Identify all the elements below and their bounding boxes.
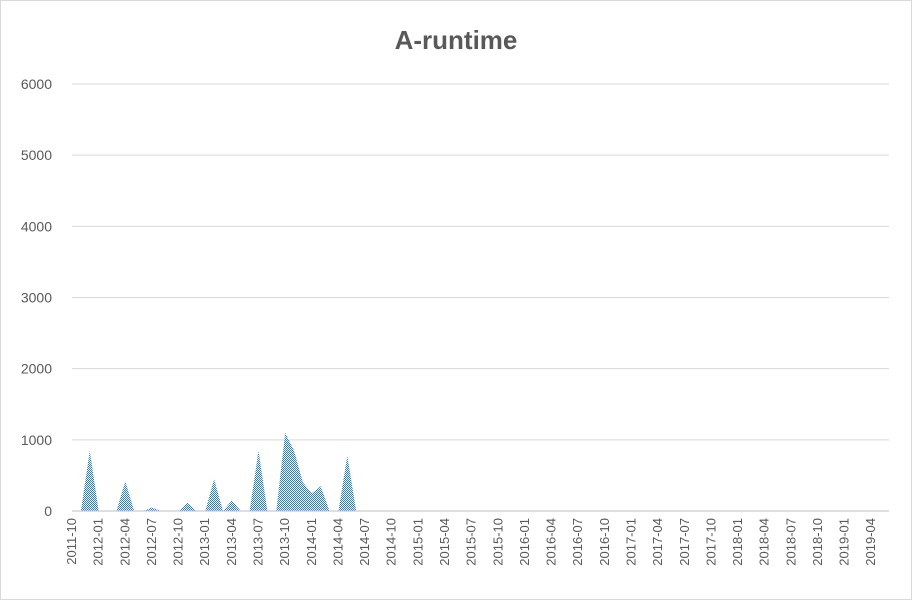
x-tick-label: 2015-10	[490, 518, 505, 566]
x-tick-label: 2012-01	[91, 518, 106, 566]
x-tick-label: 2013-01	[197, 518, 212, 566]
x-tick-label: 2019-01	[837, 518, 852, 566]
x-tick-label: 2018-10	[810, 518, 825, 566]
x-tick-label: 2016-07	[570, 518, 585, 566]
x-tick-label: 2012-10	[171, 518, 186, 566]
series-area	[72, 432, 889, 511]
series-area-fill	[72, 432, 889, 511]
x-tick-label: 2015-04	[437, 518, 452, 566]
gridlines	[72, 83, 889, 441]
y-tick-label: 0	[44, 503, 52, 519]
x-axis-ticks: 2011-10 2012-01 2012-04 2012-07 2012-10 2013-…	[64, 518, 878, 566]
x-tick-label: 2012-04	[117, 518, 132, 566]
x-tick-label: 2017-10	[703, 518, 718, 566]
x-tick-label: 2015-01	[410, 518, 425, 566]
y-tick-label: 2000	[21, 361, 52, 377]
x-tick-label: 2016-04	[544, 518, 559, 566]
x-tick-label: 2018-04	[757, 518, 772, 566]
x-tick-label: 2013-10	[277, 518, 292, 566]
x-tick-label: 2014-04	[330, 518, 345, 566]
x-tick-label: 2017-07	[677, 518, 692, 566]
y-tick-label: 6000	[21, 76, 52, 92]
y-tick-label: 3000	[21, 290, 52, 306]
chart-title: A-runtime	[395, 25, 518, 55]
x-tick-label: 2014-10	[384, 518, 399, 566]
y-axis-ticks: 0 1000 2000 3000 4000 5000 6000	[21, 76, 52, 519]
x-tick-label: 2015-07	[464, 518, 479, 566]
x-tick-label: 2011-10	[64, 518, 79, 565]
x-tick-label: 2017-01	[623, 518, 638, 566]
x-tick-label: 2016-10	[597, 518, 612, 566]
x-tick-label: 2013-04	[224, 518, 239, 566]
x-tick-label: 2014-01	[304, 518, 319, 566]
x-tick-label: 2018-01	[730, 518, 745, 566]
y-tick-label: 1000	[21, 432, 52, 448]
y-tick-label: 5000	[21, 147, 52, 163]
x-tick-label: 2019-04	[863, 518, 878, 566]
x-tick-label: 2016-01	[517, 518, 532, 566]
x-tick-label: 2018-07	[783, 518, 798, 566]
y-tick-label: 4000	[21, 218, 52, 234]
x-tick-label: 2014-07	[357, 518, 372, 566]
x-tick-label: 2012-07	[144, 518, 159, 566]
x-tick-label: 2017-04	[650, 518, 665, 566]
x-tick-label: 2013-07	[250, 518, 265, 566]
